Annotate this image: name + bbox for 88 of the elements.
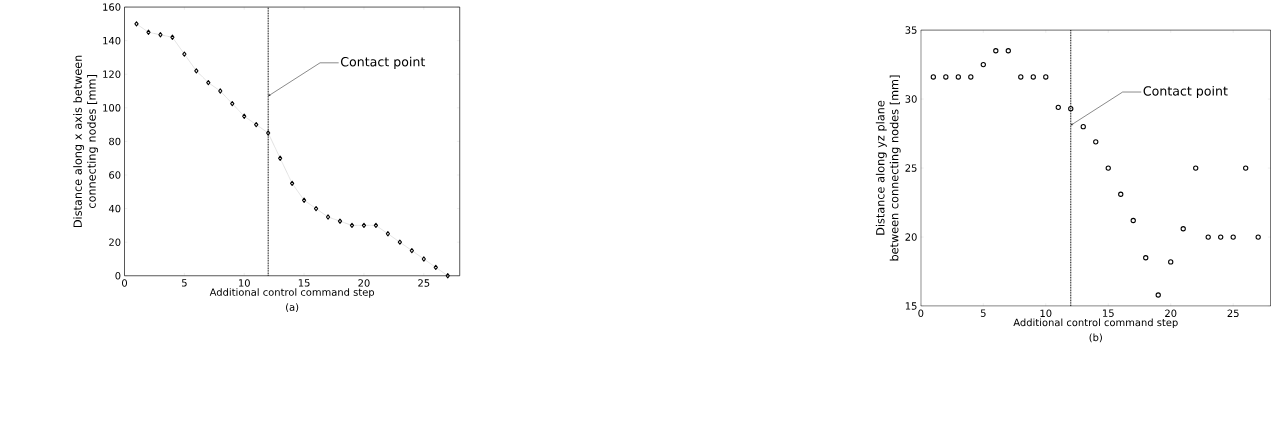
point [278, 155, 283, 161]
point [433, 264, 438, 270]
point [1005, 47, 1011, 54]
point [266, 130, 271, 136]
point [1068, 105, 1074, 112]
y-tick-label: 30 [905, 95, 917, 103]
y-tick-label: 15 [905, 302, 917, 310]
point [1080, 123, 1086, 130]
point [955, 74, 961, 80]
point [1043, 74, 1049, 80]
x-tick-label: 15 [298, 279, 310, 287]
point [1193, 165, 1199, 171]
point [361, 222, 367, 228]
y-tick-label: 100 [103, 103, 121, 112]
y-tick-label: 160 [103, 3, 121, 11]
x-tick-label: 25 [1227, 309, 1239, 317]
annotation: Contact point [340, 56, 426, 69]
x-tick-label: 20 [1165, 309, 1177, 317]
y-tick-label: 20 [905, 233, 917, 241]
point [242, 113, 247, 119]
text: (b) [1089, 333, 1102, 343]
point [1255, 234, 1261, 240]
y-tick-label: 120 [103, 70, 121, 78]
x-tick-label: 5 [980, 309, 986, 317]
x-axis-title: Additional control command step [1013, 318, 1178, 328]
point [1243, 165, 1249, 171]
point [290, 180, 295, 186]
point [301, 197, 307, 203]
point [1230, 234, 1236, 240]
x-tick-label: 20 [358, 279, 370, 287]
point [1218, 234, 1224, 240]
point [1143, 254, 1149, 261]
point [146, 29, 151, 35]
point [1168, 259, 1174, 265]
point [218, 88, 223, 94]
x-tick-label: 5 [181, 279, 187, 287]
point [134, 21, 139, 27]
point [349, 222, 355, 228]
x-tick-label: 15 [1103, 309, 1114, 317]
point [930, 74, 936, 80]
point [1105, 165, 1111, 171]
point [325, 214, 331, 220]
y-tick-label: 40 [108, 204, 121, 213]
point [1018, 74, 1024, 80]
annotation: Contact point [1143, 85, 1228, 98]
x-tick-label: 25 [418, 279, 430, 287]
point [385, 231, 391, 237]
point [421, 256, 426, 262]
point [182, 51, 187, 57]
point [943, 74, 949, 80]
point [206, 79, 211, 86]
y-tick-label: 80 [109, 137, 121, 146]
y-axis-title: Distance along x axis between connecting nodes [mm] [73, 55, 98, 227]
text: (a) [286, 303, 299, 312]
point [1055, 104, 1061, 110]
point [993, 47, 999, 54]
point [409, 247, 414, 254]
point [1030, 74, 1036, 80]
point [170, 34, 175, 40]
x-axis-title: Additional control command step [209, 288, 375, 298]
y-tick-label: 35 [905, 26, 917, 34]
point [1093, 139, 1099, 145]
point [980, 61, 986, 68]
y-tick-label: 140 [103, 36, 121, 45]
point [373, 222, 379, 228]
point [1130, 217, 1136, 224]
point [968, 74, 974, 80]
x-tick-label: 10 [1040, 309, 1052, 317]
x-tick-label: 0 [918, 309, 924, 317]
point [194, 68, 199, 74]
y-tick-label: 20 [109, 238, 121, 246]
point [445, 272, 450, 279]
x-tick-label: 0 [122, 279, 128, 287]
y-tick-label: 60 [109, 171, 121, 179]
y-tick-label: 0 [115, 271, 121, 280]
y-axis-title: Distance along yz plane between connecting nodes [mm] [875, 75, 901, 261]
point [1155, 292, 1161, 298]
point [397, 239, 402, 245]
point [158, 31, 163, 38]
x-tick-label: 10 [239, 279, 250, 287]
point [313, 205, 319, 212]
y-tick-label: 25 [905, 164, 917, 172]
point [1118, 191, 1124, 197]
point [254, 121, 259, 128]
point [337, 218, 343, 224]
point [1205, 234, 1211, 240]
point [1180, 225, 1186, 232]
point [230, 100, 235, 107]
